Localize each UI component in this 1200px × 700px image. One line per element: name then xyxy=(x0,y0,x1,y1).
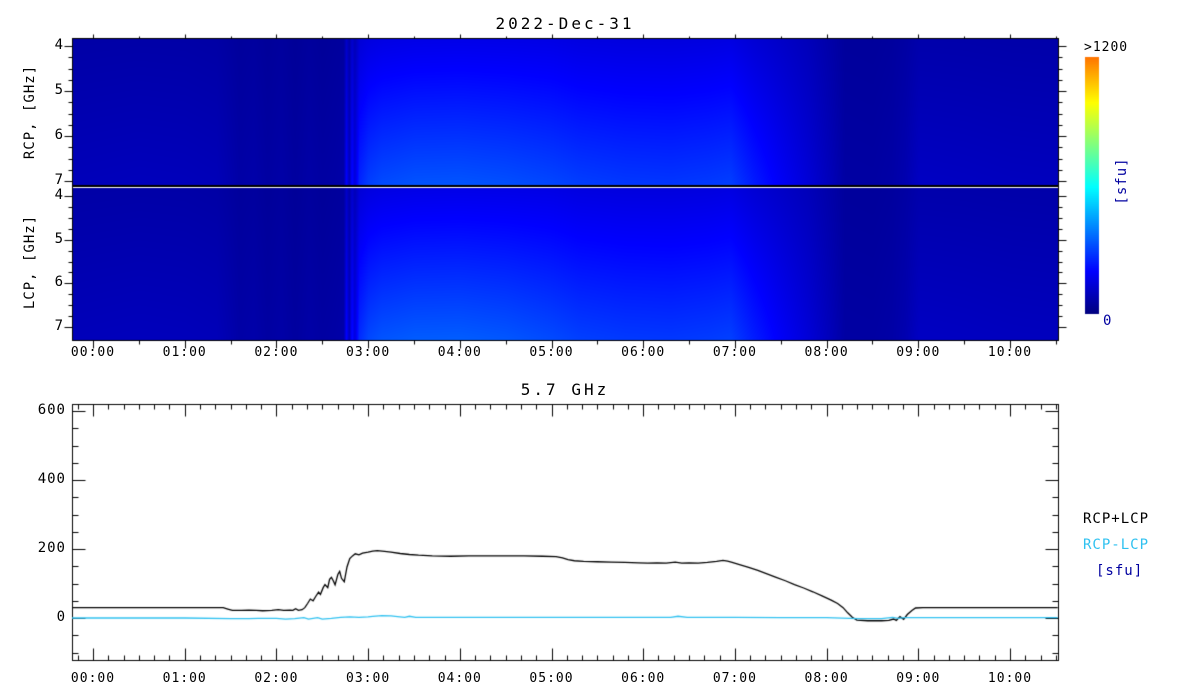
colorbar-min-label: 0 xyxy=(1103,313,1113,329)
spectrogram-time-tick-label: 03:00 xyxy=(346,345,391,360)
lineplot-time-tick-label: 01:00 xyxy=(162,671,207,686)
legend-unit-label: [sfu] xyxy=(1096,563,1144,579)
spectrogram-time-tick-label: 01:00 xyxy=(162,345,207,360)
lineplot-y-tick-label: 400 xyxy=(37,471,66,487)
lineplot-time-tick-label: 08:00 xyxy=(804,671,849,686)
spectrogram-time-tick-label: 09:00 xyxy=(896,345,941,360)
rcp-freq-tick-label: 4 xyxy=(54,37,64,53)
lcp-freq-tick-label: 4 xyxy=(54,187,64,203)
lineplot-y-tick-label: 200 xyxy=(37,540,66,556)
lcp-freq-tick-label: 7 xyxy=(54,318,64,335)
lcp-freq-tick-label: 5 xyxy=(54,230,64,247)
spectrogram-time-tick-label: 10:00 xyxy=(987,345,1033,360)
lineplot-time-tick-label: 05:00 xyxy=(529,671,574,686)
lineplot-time-tick-label: 00:00 xyxy=(70,671,116,686)
spectrogram-time-tick-label: 07:00 xyxy=(712,345,757,360)
legend-total-label: RCP+LCP xyxy=(1083,511,1150,527)
lcp-freq-tick-label: 6 xyxy=(54,274,64,291)
lineplot-y-tick-label: 0 xyxy=(56,609,66,625)
lineplot-time-tick-label: 10:00 xyxy=(987,671,1033,686)
spectrogram-time-tick-label: 05:00 xyxy=(529,345,574,360)
lineplot-title: 5.7 GHz xyxy=(520,380,610,399)
lcp-axis-label: LCP, [GHz] xyxy=(22,214,38,310)
date-title: 2022-Dec-31 xyxy=(495,14,635,33)
lineplot-time-tick-label: 06:00 xyxy=(621,671,666,686)
lineplot-time-tick-label: 09:00 xyxy=(896,671,941,686)
lineplot-y-tick-label: 600 xyxy=(37,402,66,418)
lineplot-time-tick-label: 03:00 xyxy=(346,671,391,686)
spectrogram-time-tick-label: 02:00 xyxy=(254,345,299,360)
rcp-axis-label: RCP, [GHz] xyxy=(22,64,38,160)
spectrogram-time-tick-label: 06:00 xyxy=(621,345,666,360)
colorbar-max-label: >1200 xyxy=(1084,40,1129,55)
rcp-freq-tick-label: 5 xyxy=(54,82,64,98)
rcp-freq-tick-label: 6 xyxy=(54,127,64,143)
spectrogram-time-tick-label: 08:00 xyxy=(804,345,849,360)
spectrogram-time-tick-label: 00:00 xyxy=(70,345,116,360)
colorbar-unit-label: [sfu] xyxy=(1114,157,1130,205)
lineplot-time-tick-label: 02:00 xyxy=(254,671,299,686)
rcp-freq-tick-label: 7 xyxy=(54,172,64,188)
lineplot-time-tick-label: 04:00 xyxy=(437,671,482,686)
legend-diff-label: RCP-LCP xyxy=(1083,537,1150,553)
lineplot-time-tick-label: 07:00 xyxy=(712,671,757,686)
spectrogram-time-tick-label: 04:00 xyxy=(437,345,482,360)
